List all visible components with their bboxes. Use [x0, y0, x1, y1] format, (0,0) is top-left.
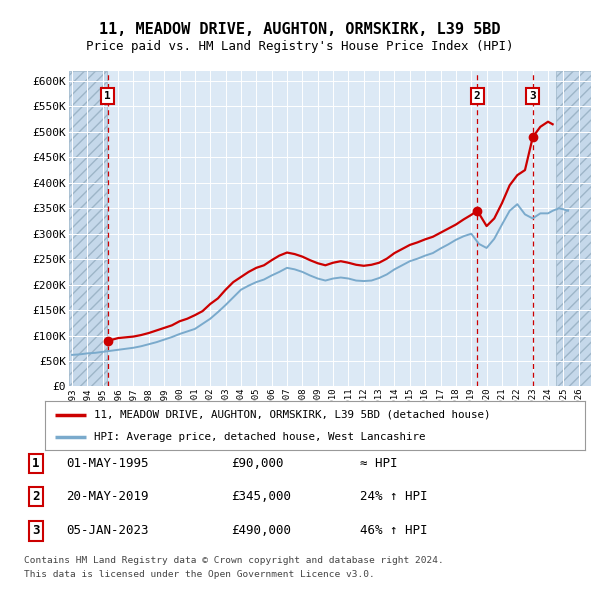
Text: £90,000: £90,000	[231, 457, 284, 470]
Text: 1: 1	[32, 457, 40, 470]
Text: 3: 3	[529, 91, 536, 101]
Text: ≈ HPI: ≈ HPI	[360, 457, 398, 470]
Text: £345,000: £345,000	[231, 490, 291, 503]
Text: £490,000: £490,000	[231, 525, 291, 537]
Text: 3: 3	[32, 525, 40, 537]
Text: 20-MAY-2019: 20-MAY-2019	[66, 490, 149, 503]
Text: 11, MEADOW DRIVE, AUGHTON, ORMSKIRK, L39 5BD: 11, MEADOW DRIVE, AUGHTON, ORMSKIRK, L39…	[99, 22, 501, 37]
Text: HPI: Average price, detached house, West Lancashire: HPI: Average price, detached house, West…	[94, 432, 425, 442]
Text: 11, MEADOW DRIVE, AUGHTON, ORMSKIRK, L39 5BD (detached house): 11, MEADOW DRIVE, AUGHTON, ORMSKIRK, L39…	[94, 409, 490, 419]
Text: Contains HM Land Registry data © Crown copyright and database right 2024.: Contains HM Land Registry data © Crown c…	[24, 556, 444, 565]
Text: 1: 1	[104, 91, 111, 101]
Text: 05-JAN-2023: 05-JAN-2023	[66, 525, 149, 537]
Text: 46% ↑ HPI: 46% ↑ HPI	[360, 525, 427, 537]
Bar	[556, 71, 591, 386]
Text: 2: 2	[32, 490, 40, 503]
Text: This data is licensed under the Open Government Licence v3.0.: This data is licensed under the Open Gov…	[24, 571, 375, 579]
Bar	[69, 71, 107, 386]
Text: 2: 2	[474, 91, 481, 101]
Text: Price paid vs. HM Land Registry's House Price Index (HPI): Price paid vs. HM Land Registry's House …	[86, 40, 514, 53]
Text: 01-MAY-1995: 01-MAY-1995	[66, 457, 149, 470]
Text: 24% ↑ HPI: 24% ↑ HPI	[360, 490, 427, 503]
